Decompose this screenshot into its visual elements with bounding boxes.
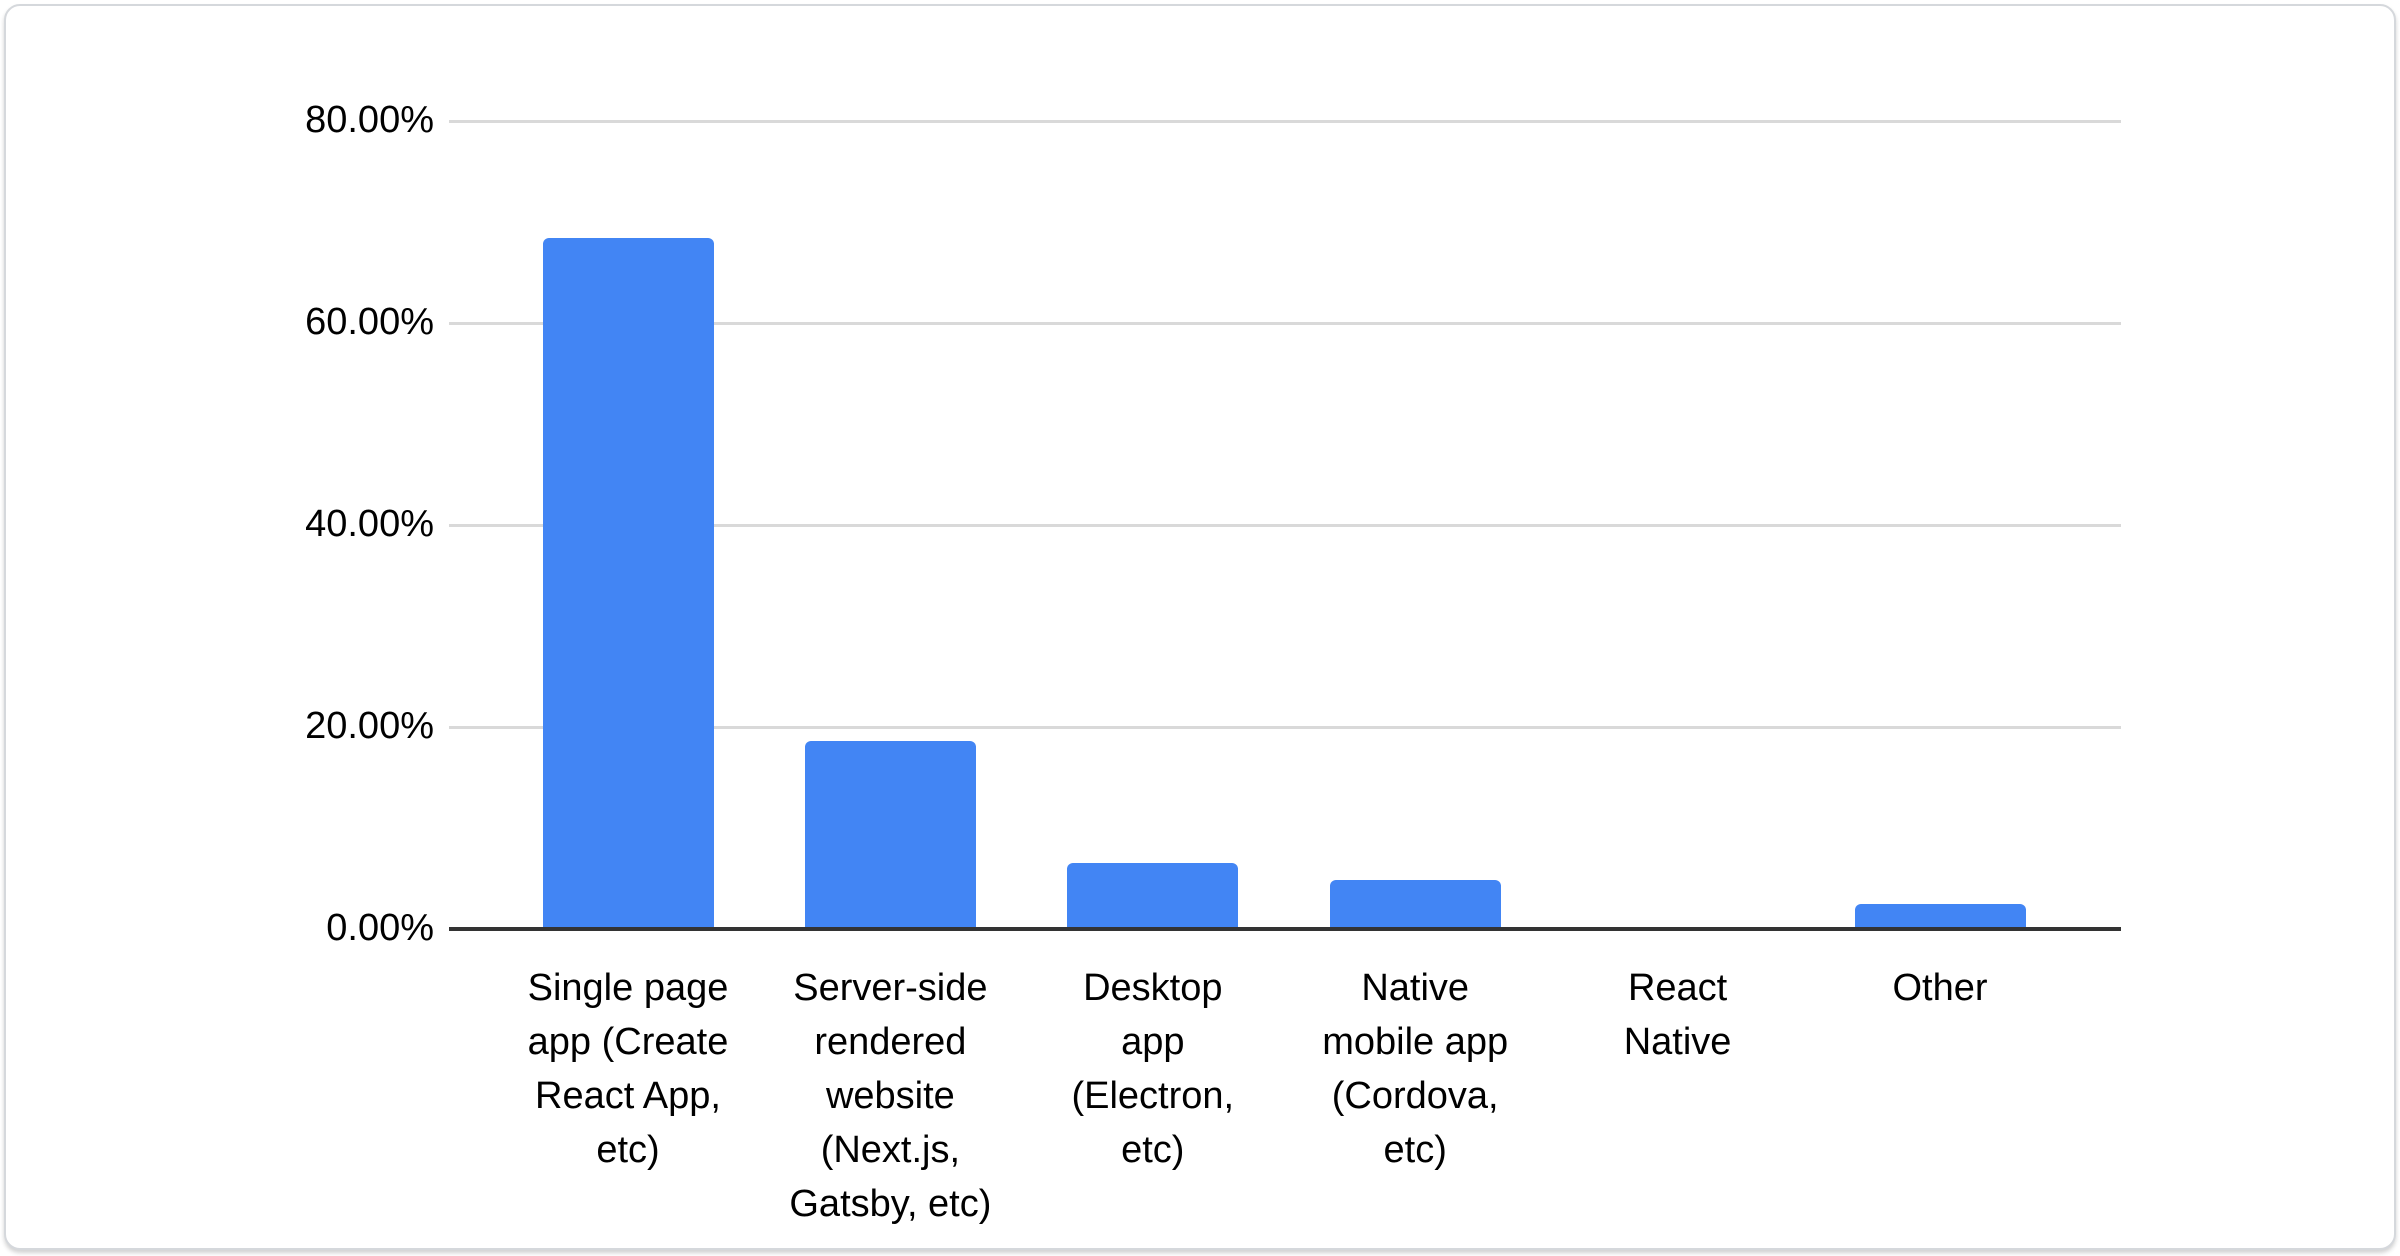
- y-tick-label-20: 20.00%: [305, 705, 434, 747]
- x-category-label-3: Desktop app (Electron, etc): [1012, 961, 1294, 1177]
- x-category-label-line: Server-side: [793, 967, 988, 1009]
- gridline-60: [449, 322, 2121, 325]
- x-category-label-line: React: [1627, 967, 1728, 1009]
- bar-3[interactable]: [1067, 863, 1239, 927]
- x-category-label-line: Other: [1892, 967, 1988, 1009]
- x-category-label-2: Server-side rendered website (Next.js, Gatsb…: [749, 961, 1031, 1231]
- x-category-label-line: etc): [1121, 1129, 1185, 1171]
- x-axis-line: [449, 927, 2121, 931]
- x-category-label-line: Single page: [527, 967, 729, 1009]
- x-category-label-line: etc): [596, 1129, 660, 1171]
- x-category-label-line: Native: [1361, 967, 1470, 1009]
- x-category-label-line: (Electron,: [1071, 1075, 1235, 1117]
- plot-area: [449, 120, 2121, 931]
- y-tick-label-80: 80.00%: [305, 99, 434, 141]
- x-category-label-5: React Native: [1537, 961, 1819, 1069]
- x-category-label-line: etc): [1383, 1129, 1447, 1171]
- bar-6[interactable]: [1854, 904, 2026, 927]
- bar-1[interactable]: [542, 238, 714, 927]
- x-category-label-line: Desktop: [1083, 967, 1223, 1009]
- x-category-label-line: (Cordova,: [1331, 1075, 1499, 1117]
- gridline-40: [449, 524, 2121, 527]
- bar-4[interactable]: [1329, 880, 1501, 927]
- y-tick-label-40: 40.00%: [305, 503, 434, 545]
- x-category-label-line: Native: [1623, 1021, 1732, 1063]
- x-category-label-6: Other: [1799, 961, 2081, 1015]
- x-category-label-line: website: [825, 1075, 955, 1117]
- gridline-80: [449, 120, 2121, 123]
- x-category-label-line: Gatsby, etc): [789, 1183, 992, 1225]
- bar-2[interactable]: [804, 741, 976, 927]
- x-category-label-line: app: [1121, 1021, 1185, 1063]
- x-category-label-1: Single page app (Create React App, etc): [487, 961, 769, 1177]
- y-tick-label-60: 60.00%: [305, 301, 434, 343]
- x-category-label-line: mobile app: [1322, 1021, 1509, 1063]
- x-category-label-line: rendered: [814, 1021, 967, 1063]
- x-category-label-line: (Next.js,: [820, 1129, 961, 1171]
- gridline-20: [449, 726, 2121, 729]
- y-tick-label-0: 0.00%: [326, 907, 434, 949]
- x-category-label-line: React App,: [535, 1075, 721, 1117]
- x-category-label-4: Native mobile app (Cordova, etc): [1274, 961, 1556, 1177]
- chart-card: 0.00% 20.00% 40.00% 60.00% 80.00% Single pag…: [4, 4, 2396, 1250]
- x-category-label-line: app (Create: [527, 1021, 729, 1063]
